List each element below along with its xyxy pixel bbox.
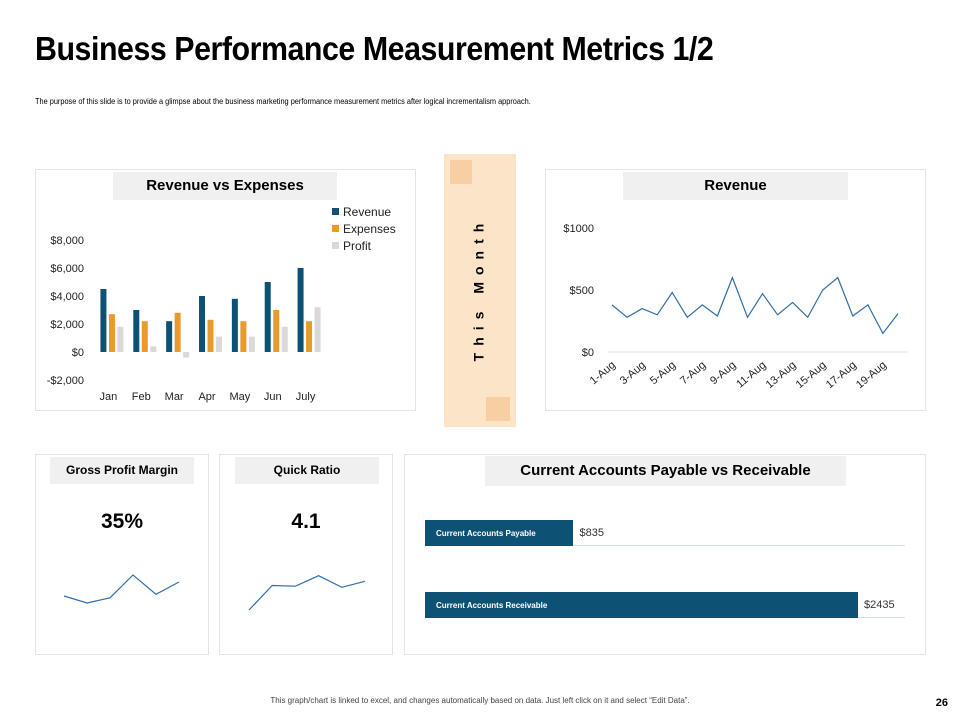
x-tick-label: Apr (198, 391, 215, 403)
x-tick-label: Jan (100, 391, 118, 403)
y-tick-label: $0 (582, 347, 594, 359)
bar-expenses (141, 321, 148, 352)
y-tick-label: $4,000 (50, 291, 84, 303)
bar-revenue (264, 282, 271, 352)
x-tick-label: Feb (132, 391, 151, 403)
hbar-payable: Current Accounts Payable (425, 520, 574, 546)
hbar-receivable: Current Accounts Receivable (425, 592, 858, 618)
revenue-line-chart[interactable]: $0 $500 $1000 1-Aug 3-Aug 5-Aug 7-Aug 9-Aug11-A… (546, 200, 925, 410)
x-tick-label: May (229, 391, 250, 403)
x-tick-label: Mar (165, 391, 184, 403)
x-tick-label: 13-Aug (764, 359, 799, 391)
gross-profit-panel: Gross Profit Margin 35% (35, 454, 209, 655)
svg-text:This Month: This Month (471, 217, 487, 362)
bar-expenses (273, 310, 280, 352)
y-tick-label: $500 (570, 285, 594, 297)
revenue-expenses-title: Revenue vs Expenses (113, 172, 337, 200)
legend-swatch (332, 225, 339, 232)
y-tick-label: $0 (72, 347, 84, 359)
decor-square (486, 397, 510, 421)
bar-expenses (207, 319, 214, 352)
quick-ratio-sparkline (248, 575, 366, 611)
hbar-track (858, 617, 905, 618)
bar-profit (183, 352, 190, 358)
revenue-panel: Revenue $0 $500 $1000 1-Aug 3-Aug 5-Aug 7-Aug 9… (545, 169, 926, 411)
bar-expenses (240, 321, 247, 352)
y-tick-label: $1000 (563, 223, 594, 235)
footer-note: This graph/chart is linked to excel, and… (270, 696, 690, 705)
legend-swatch (332, 208, 339, 215)
x-tick-label: 3-Aug (618, 359, 648, 387)
legend-label: Revenue (343, 205, 391, 219)
bar-revenue (166, 321, 173, 352)
gross-profit-sparkline (63, 574, 180, 604)
page-number: 26 (935, 697, 948, 709)
bar-profit (314, 307, 321, 352)
x-tick-label: 5-Aug (648, 359, 678, 387)
x-tick-label: 7-Aug (678, 359, 708, 387)
legend-label: Profit (343, 239, 372, 253)
bar-revenue (133, 310, 140, 352)
sparkline-series (63, 574, 180, 604)
y-tick-label: $6,000 (50, 263, 84, 275)
hbar-track (573, 545, 905, 546)
page-title: Business Performance Measurement Metrics… (35, 30, 714, 67)
bar-profit (117, 326, 124, 352)
revenue-series-line (611, 275, 899, 335)
x-tick-label: 1-Aug (588, 359, 618, 387)
x-tick-label: 11-Aug (734, 359, 768, 390)
bar-profit (150, 346, 157, 352)
bar-expenses (306, 321, 313, 352)
revenue-expenses-panel: Revenue vs Expenses -$2,000 $0 $2,000 $4,00… (35, 169, 416, 411)
sparkline-series (248, 575, 366, 611)
hbar-value: $835 (579, 527, 604, 539)
bar-profit (248, 336, 255, 352)
bar-revenue (231, 298, 238, 352)
legend-label: Expenses (343, 222, 396, 236)
bar-profit (281, 326, 288, 352)
x-tick-label: 19-Aug (854, 359, 889, 391)
quick-ratio-value: 4.1 (291, 510, 321, 533)
bar-expenses (108, 314, 115, 352)
gross-profit-value: 35% (100, 510, 144, 533)
x-tick-label: 9-Aug (708, 359, 738, 387)
quick-ratio-title: Quick Ratio (235, 457, 379, 484)
bar-revenue (297, 268, 304, 352)
x-tick-label: July (296, 391, 316, 403)
x-tick-label: 17-Aug (824, 359, 859, 391)
payable-receivable-title: Current Accounts Payable vs Receivable (485, 456, 846, 486)
y-tick-label: -$2,000 (47, 375, 84, 387)
this-month-label: This Month (471, 217, 487, 362)
bar-profit (216, 336, 222, 352)
bar-expenses (174, 312, 181, 352)
y-tick-label: $8,000 (50, 235, 84, 247)
y-tick-label: $2,000 (50, 319, 84, 331)
revenue-title: Revenue (623, 172, 848, 200)
x-tick-label: Jun (264, 391, 282, 403)
x-tick-label: 15-Aug (794, 359, 829, 391)
bar-revenue (199, 296, 205, 352)
page-subtitle: The purpose of this slide is to provide … (35, 97, 531, 106)
decor-square (450, 160, 472, 184)
this-month-band (444, 154, 516, 427)
bar-revenue (100, 289, 107, 352)
legend-swatch (332, 242, 339, 249)
payable-receivable-panel: Current Accounts Payable vs Receivable C… (404, 454, 926, 655)
gross-profit-title: Gross Profit Margin (50, 457, 194, 484)
hbar-value: $2435 (864, 599, 895, 611)
quick-ratio-panel: Quick Ratio 4.1 (219, 454, 393, 655)
revenue-expenses-chart[interactable]: -$2,000 $0 $2,000 $4,000 $6,000 $8,000 Jan Feb M… (36, 200, 415, 410)
